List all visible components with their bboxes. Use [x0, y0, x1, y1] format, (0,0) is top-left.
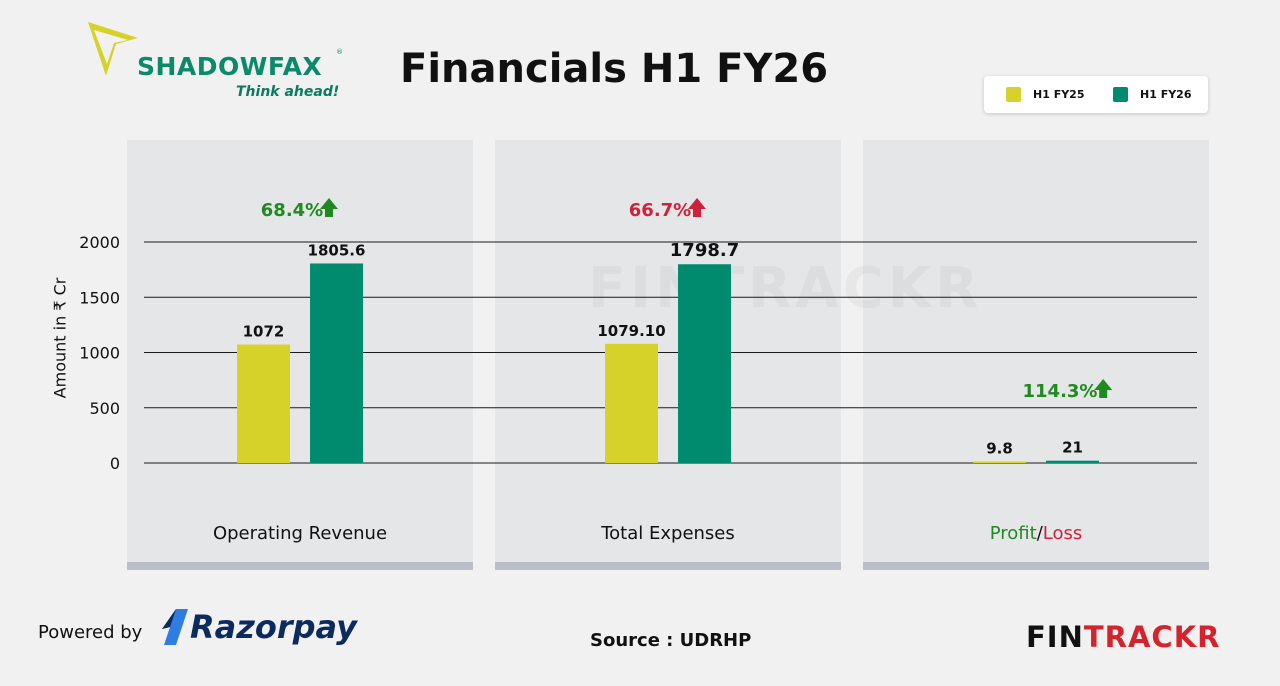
fintrackr-logo-trackr: TRACKR [1083, 620, 1221, 654]
brand-tagline: Think ahead! [236, 84, 340, 100]
powered-by-text: Powered by [38, 622, 143, 643]
loss-label: Loss [1042, 523, 1083, 544]
y-tick-label: 1500 [79, 288, 120, 307]
growth-annotation: 114.3% [1023, 381, 1098, 402]
arrow-up-icon [1094, 379, 1113, 398]
data-label: 9.8 [986, 440, 1013, 458]
category-label-operating-revenue: Operating Revenue [212, 523, 388, 544]
legend-label-fy26: H1 FY26 [1140, 88, 1192, 101]
data-label: 21 [1062, 439, 1083, 457]
growth-annotation: 66.7% [629, 200, 691, 221]
panel-profit-loss: Profit/Loss [863, 140, 1209, 570]
legend-item-fy26: H1 FY26 [1113, 87, 1191, 102]
legend-label-fy25: H1 FY25 [1033, 88, 1085, 101]
category-label-profit-loss: Profit/Loss [863, 523, 1209, 544]
y-tick-label: 1000 [79, 344, 120, 363]
panel-operating-revenue: Operating Revenue [127, 140, 473, 570]
data-label: 1805.6 [308, 241, 366, 259]
razorpay-mark-icon [162, 609, 188, 645]
brand-name: SHADOWFAX [137, 52, 323, 81]
data-label: 1798.7 [670, 240, 739, 261]
arrow-up-icon [320, 198, 338, 217]
panel-total-expenses: Total Expenses [495, 140, 841, 570]
profit-label: Profit [989, 523, 1037, 544]
growth-annotation: 68.4% [261, 200, 323, 221]
fintrackr-logo-fin: FIN [1026, 620, 1084, 654]
bar [605, 343, 658, 463]
y-tick-label: 2000 [79, 233, 120, 252]
bar [678, 264, 731, 463]
arrow-up-icon [688, 198, 706, 217]
legend-swatch-fy25 [1006, 87, 1021, 102]
source-note: Source : UDRHP [590, 630, 752, 651]
page-title: Financials H1 FY26 [400, 46, 829, 92]
legend-swatch-fy26 [1113, 87, 1128, 102]
brand-registered-mark: ® [336, 48, 343, 56]
fintrackr-logo: FINTRACKR [1026, 620, 1221, 654]
data-label: 1079.10 [597, 322, 665, 340]
razorpay-wordmark: Razorpay [190, 608, 357, 646]
bar [973, 461, 1026, 463]
razorpay-logo: Razorpay [162, 608, 357, 646]
profit-loss-separator: / [1036, 523, 1043, 544]
shadowfax-arrow-icon [88, 22, 138, 76]
chart-legend: H1 FY25 H1 FY26 [984, 76, 1208, 113]
shadowfax-logo: SHADOWFAX ® Think ahead! [86, 22, 356, 106]
bar [310, 263, 363, 463]
bar [237, 344, 290, 463]
legend-item-fy25: H1 FY25 [1006, 87, 1084, 102]
y-tick-label: 500 [89, 399, 120, 418]
data-label: 1072 [243, 323, 285, 341]
y-tick-label: 0 [110, 454, 120, 473]
watermark: FINTRACKR [588, 256, 982, 321]
bar [1046, 460, 1099, 463]
category-label-total-expenses: Total Expenses [601, 523, 735, 544]
